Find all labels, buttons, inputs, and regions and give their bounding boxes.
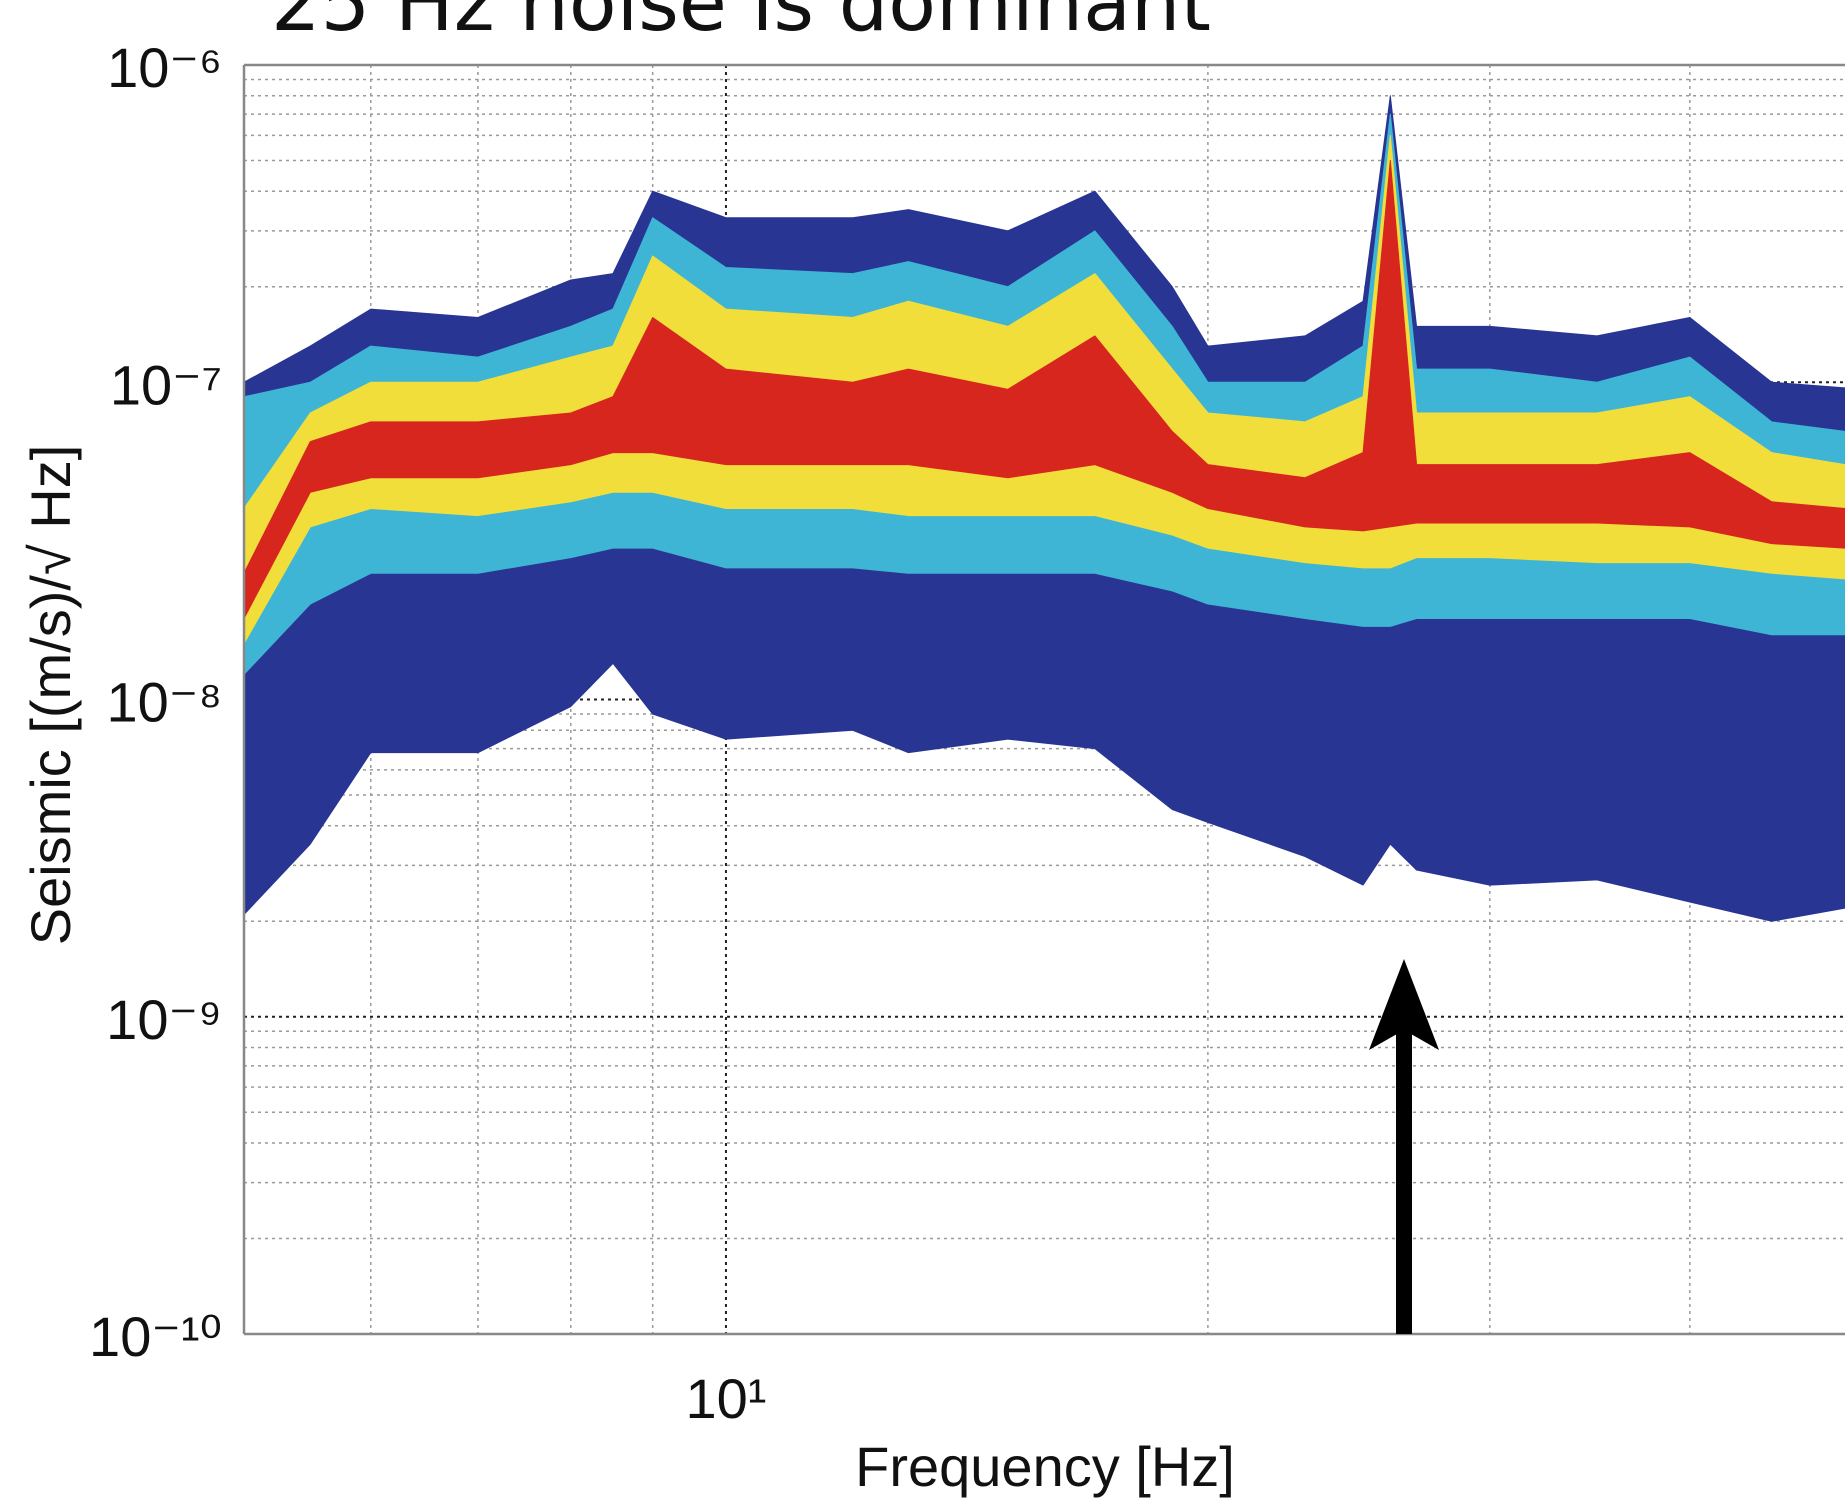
y-tick-label: 10⁻⁷	[110, 353, 222, 416]
arrow	[1369, 959, 1439, 1334]
y-tick-label: 10⁻⁹	[106, 988, 222, 1051]
x-tick-label: 10¹	[685, 1367, 766, 1430]
y-axis-title: Seismic [(m/s)/√ Hz]	[19, 445, 82, 946]
arrow-head	[1369, 959, 1439, 1050]
labels: 10⁻¹⁰ 10⁻⁹ 10⁻⁸ 10⁻⁷ 10⁻⁶ 10¹	[89, 36, 766, 1430]
chart-title: 25 Hz noise is dominant	[271, 0, 1211, 49]
y-tick-label: 10⁻¹⁰	[89, 1305, 222, 1368]
y-tick-label: 10⁻⁶	[107, 36, 222, 99]
y-tick-label: 10⁻⁸	[107, 671, 222, 734]
x-axis-title: Frequency [Hz]	[855, 1435, 1235, 1498]
density-band	[244, 160, 1845, 620]
frame	[242, 63, 1845, 1336]
bands	[244, 95, 1845, 922]
